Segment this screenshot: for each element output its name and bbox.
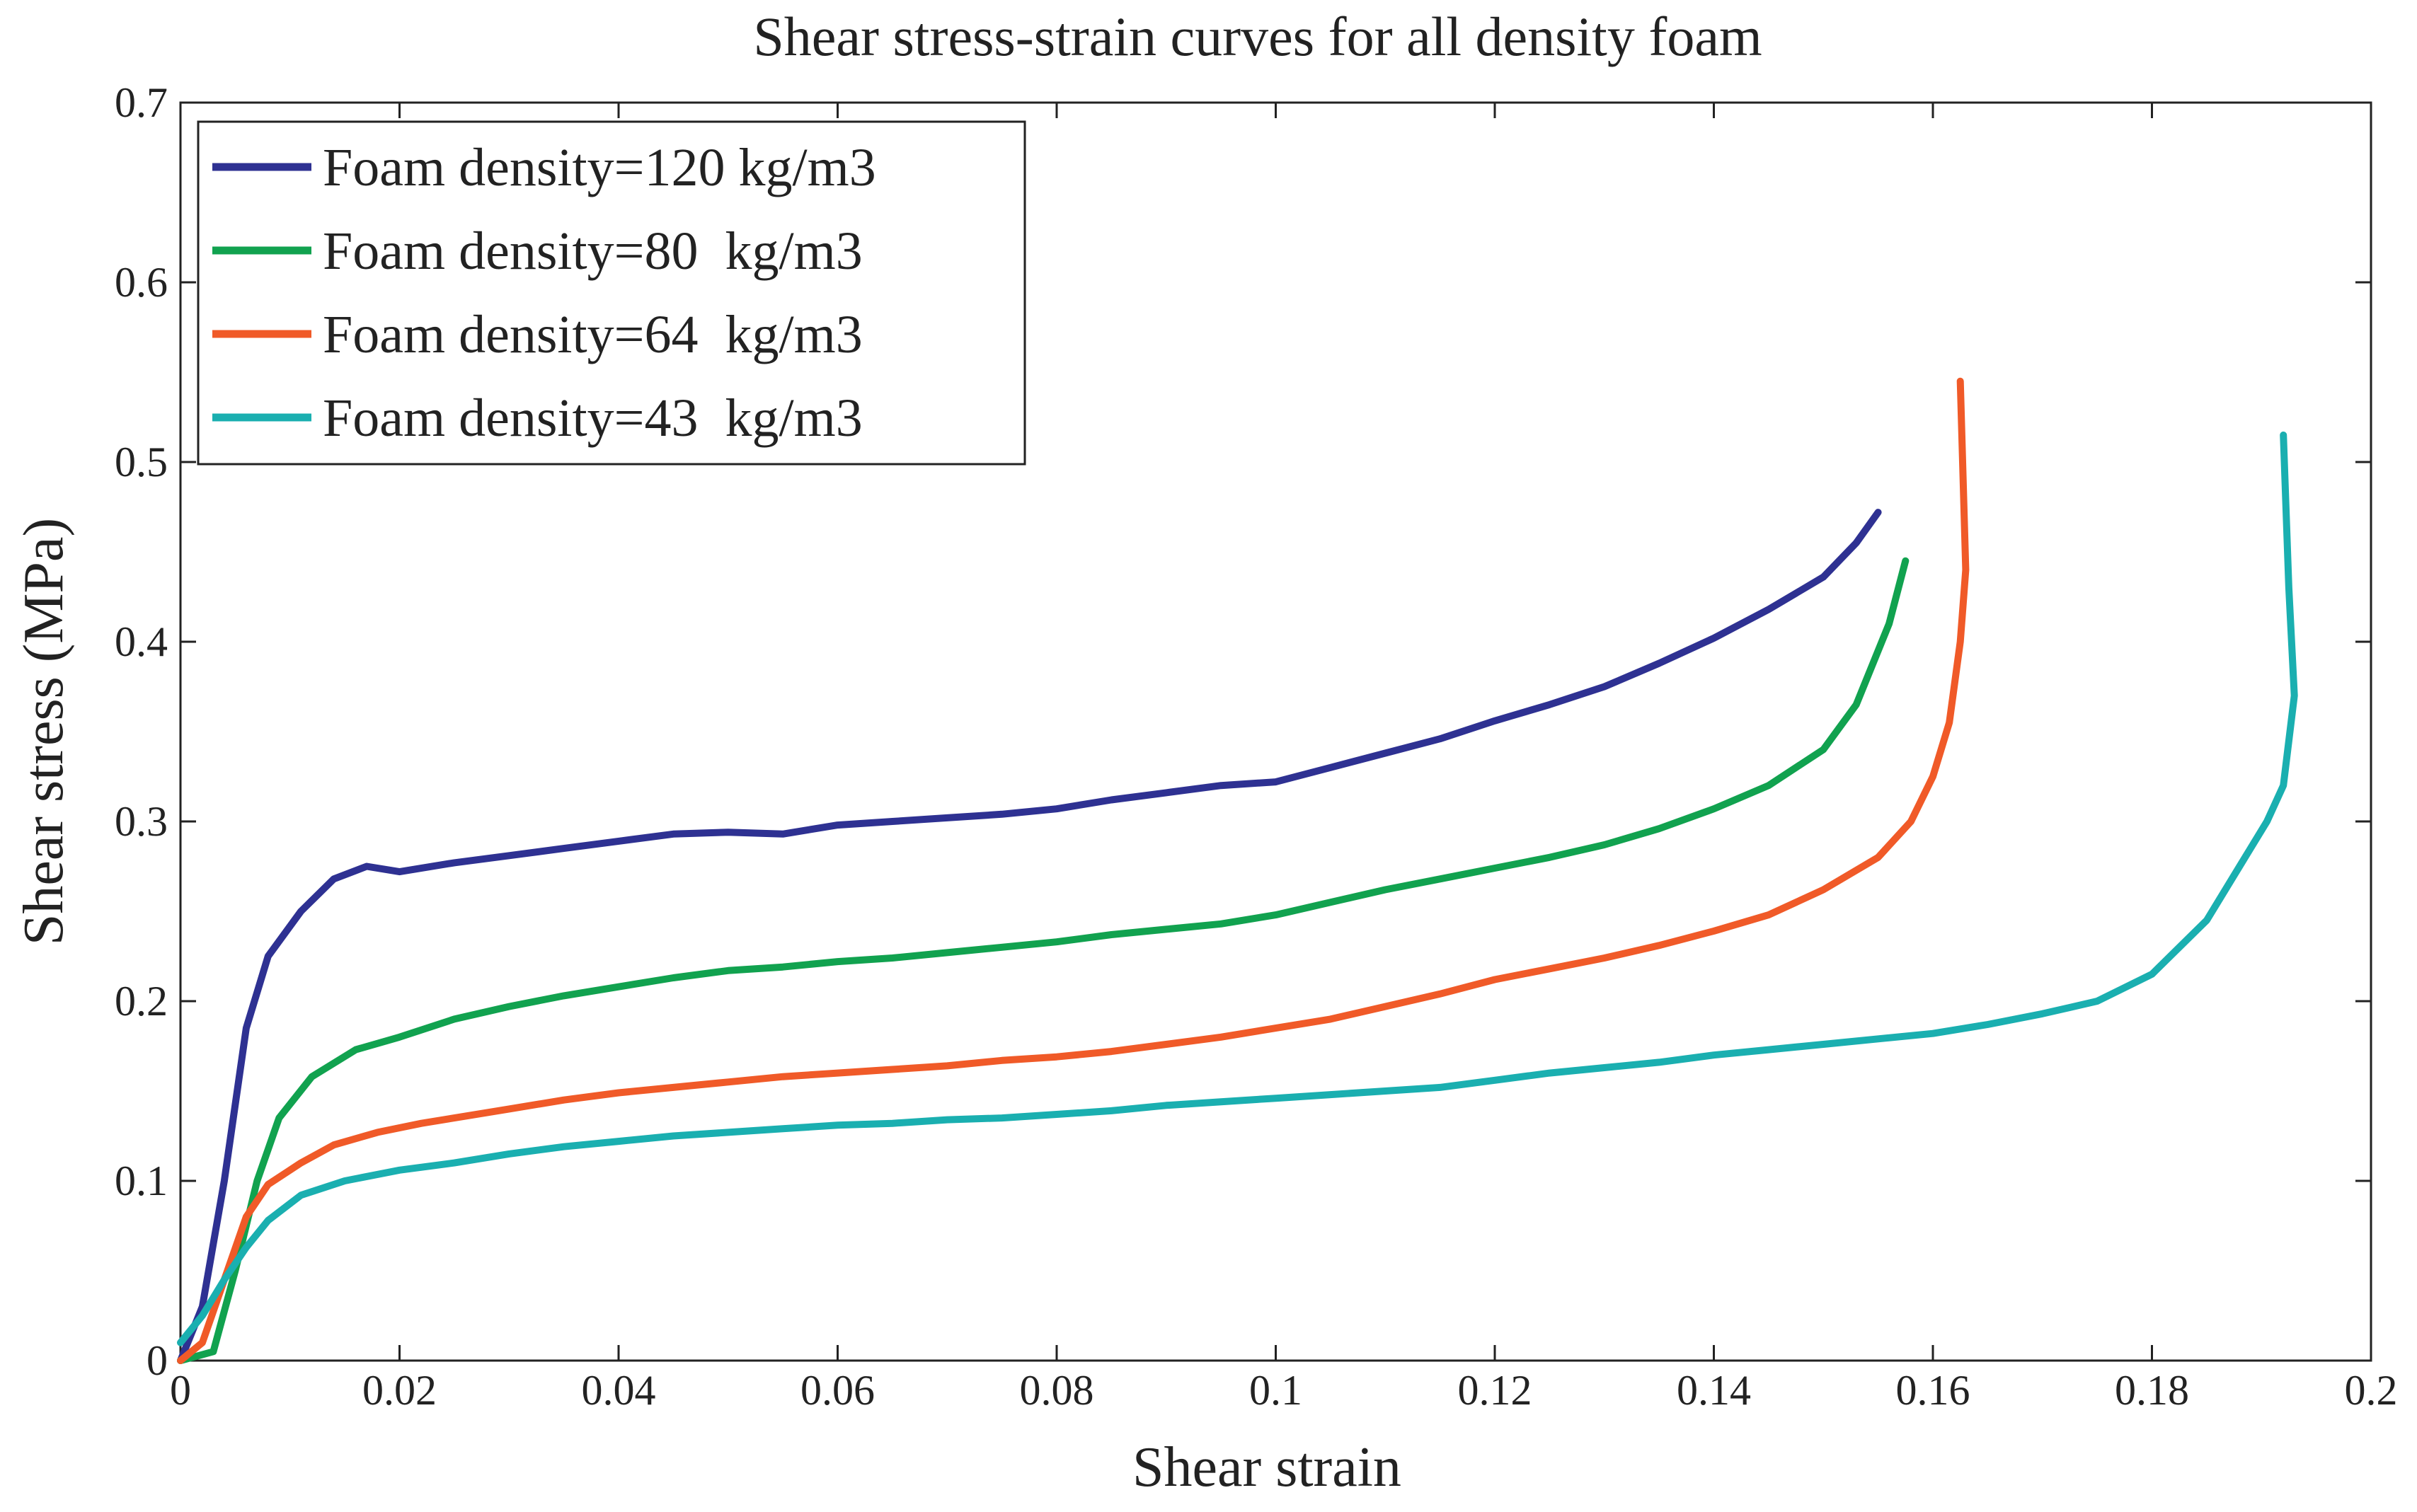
y-tick-label: 0.4 [115,618,168,665]
y-tick-label: 0.6 [115,259,168,306]
x-tick-label: 0.06 [800,1367,875,1414]
y-tick-label: 0.5 [115,439,168,485]
legend-box [197,120,1026,466]
y-axis-label: Shear stress (MPa) [13,518,75,945]
y-tick-label: 0.2 [115,978,168,1025]
legend: Foam density=120 kg/m3 Foam density=80 kg… [197,120,1026,466]
x-tick-label: 0.16 [1896,1367,1970,1414]
x-tick-label: 0.14 [1677,1367,1751,1414]
y-axis: 0 0.1 0.2 0.3 0.4 0.5 0.6 0.7 [115,79,2371,1384]
y-tick-label: 0.1 [115,1158,168,1204]
x-tick-label: 0.2 [2345,1367,2398,1414]
x-axis: 0 0.02 0.04 0.06 0.08 0.1 0.12 0.14 0.16 0.18 0.2 [170,103,2398,1414]
series-layer [177,377,2298,1364]
x-tick-label: 0.12 [1458,1367,1532,1414]
series-line-4 [177,431,2298,1346]
y-tick-label: 0.7 [115,79,168,126]
legend-label-4: Foam density=43 kg/m3 [323,388,863,448]
x-tick-label: 0.1 [1249,1367,1302,1414]
series-line-3 [177,377,1970,1364]
x-tick-label: 0.04 [582,1367,656,1414]
legend-label-2: Foam density=80 kg/m3 [323,221,863,281]
series-line-1 [177,509,1882,1364]
x-axis-label: Shear strain [1132,1436,1401,1499]
x-tick-label: 0.08 [1020,1367,1094,1414]
legend-items: Foam density=120 kg/m3 Foam density=80 kg… [212,138,876,448]
y-tick-label: 0 [147,1337,168,1384]
x-tick-label: 0 [170,1367,191,1414]
chart-title: Shear stress-strain curves for all densi… [753,6,1762,67]
legend-label-1: Foam density=120 kg/m3 [323,138,876,197]
x-tick-label: 0.02 [362,1367,437,1414]
legend-label-3: Foam density=64 kg/m3 [323,305,863,364]
y-tick-label: 0.3 [115,798,168,845]
series-line-2 [177,557,1910,1364]
x-tick-label: 0.18 [2115,1367,2189,1414]
